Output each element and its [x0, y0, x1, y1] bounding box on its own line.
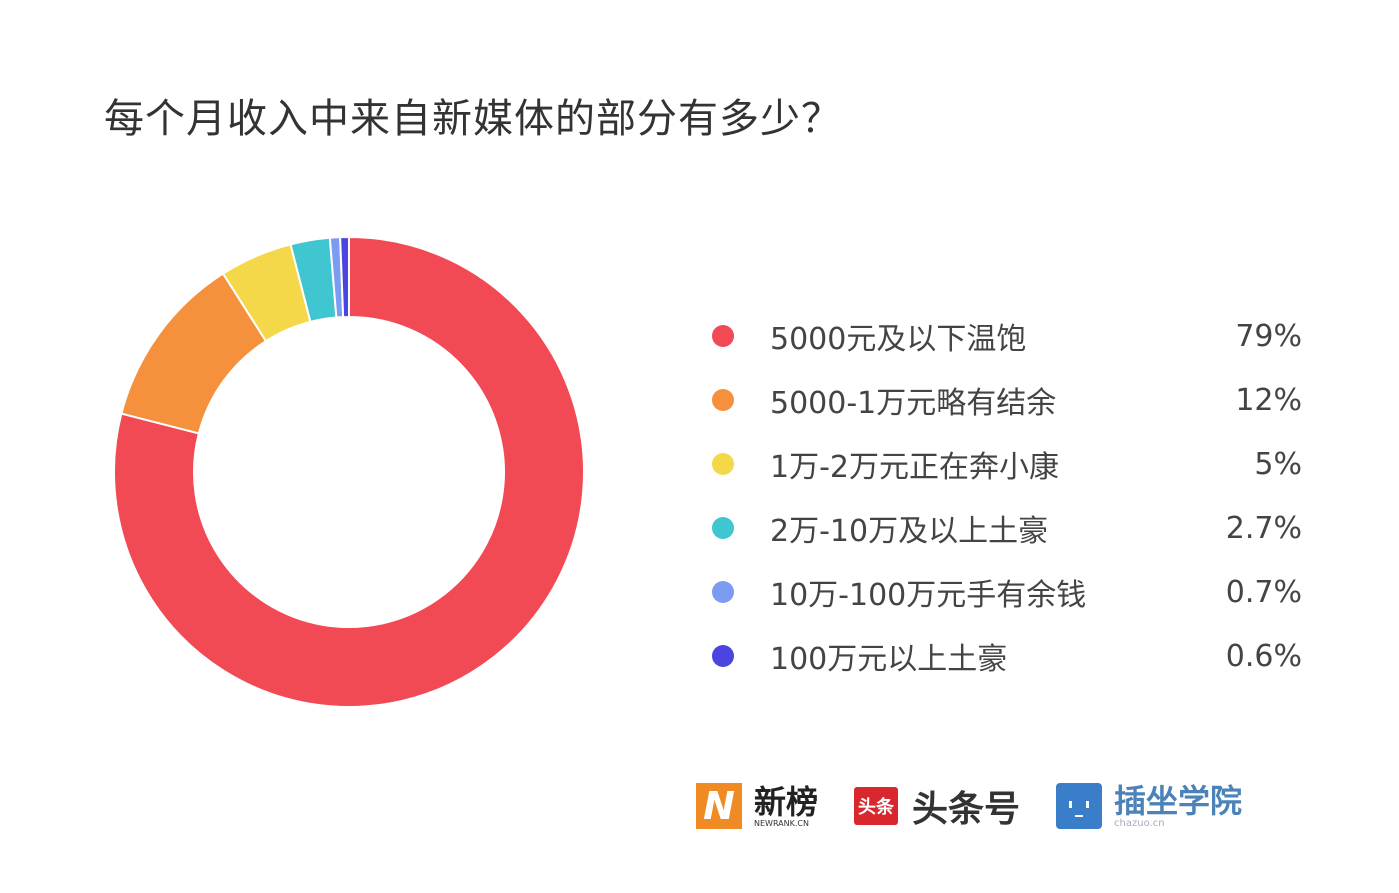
sponsor-logos: N 新榜 NEWRANK.CN 头条 头条号 插坐学院 chazuo.cn — [696, 780, 1278, 832]
legend-swatch — [712, 581, 734, 603]
data-label: 0.6% — [1225, 638, 1302, 674]
newrank-mark-icon: N — [696, 783, 742, 829]
chazuo-face-icon — [1056, 783, 1103, 829]
legend-item: 100万元以上土豪 0.6% — [712, 624, 1302, 688]
legend-label: 5000-1万元略有结余 — [770, 386, 1057, 421]
legend-swatch — [712, 453, 734, 475]
legend-label: 2万-10万及以上土豪 — [770, 514, 1049, 549]
toutiao-logo: 头条 头条号 — [854, 780, 1020, 832]
toutiao-mark-icon: 头条 — [854, 787, 899, 825]
legend-swatch — [712, 517, 734, 539]
legend-item: 1万-2万元正在奔小康 5% — [712, 432, 1302, 496]
donut-slice-0 — [113, 235, 585, 708]
legend: 5000元及以下温饱 79% 5000-1万元略有结余 12% 1万-2万元正在奔小… — [712, 304, 1302, 688]
donut-slice-5 — [339, 235, 350, 319]
legend-item: 2万-10万及以上土豪 2.7% — [712, 496, 1302, 560]
legend-label: 1万-2万元正在奔小康 — [770, 450, 1059, 485]
chazuo-sub: chazuo.cn — [1114, 817, 1165, 829]
legend-swatch — [712, 645, 734, 667]
data-label: 0.7% — [1225, 574, 1302, 610]
legend-label: 100万元以上土豪 — [770, 642, 1008, 677]
legend-swatch — [712, 325, 734, 347]
data-label: 2.7% — [1225, 510, 1302, 546]
newrank-sub: NEWRANK.CN — [754, 818, 809, 828]
chazuo-name: 插坐学院 — [1114, 781, 1243, 820]
data-label: 12% — [1235, 382, 1302, 418]
chazuo-logo: 插坐学院 chazuo.cn — [1056, 783, 1242, 829]
legend-item: 5000元及以下温饱 79% — [712, 304, 1302, 368]
legend-item: 10万-100万元手有余钱 0.7% — [712, 560, 1302, 624]
legend-label: 5000元及以下温饱 — [770, 322, 1027, 357]
data-label: 79% — [1235, 318, 1302, 354]
data-label: 5% — [1254, 446, 1302, 482]
newrank-name: 新榜 — [754, 782, 819, 821]
donut-chart — [113, 235, 585, 708]
legend-swatch — [712, 389, 734, 411]
newrank-logo: N 新榜 NEWRANK.CN — [696, 783, 818, 829]
legend-label: 10万-100万元手有余钱 — [770, 578, 1087, 613]
toutiao-name: 头条号 — [912, 789, 1021, 830]
chart-title: 每个月收入中来自新媒体的部分有多少？ — [104, 96, 842, 142]
legend-item: 5000-1万元略有结余 12% — [712, 368, 1302, 432]
